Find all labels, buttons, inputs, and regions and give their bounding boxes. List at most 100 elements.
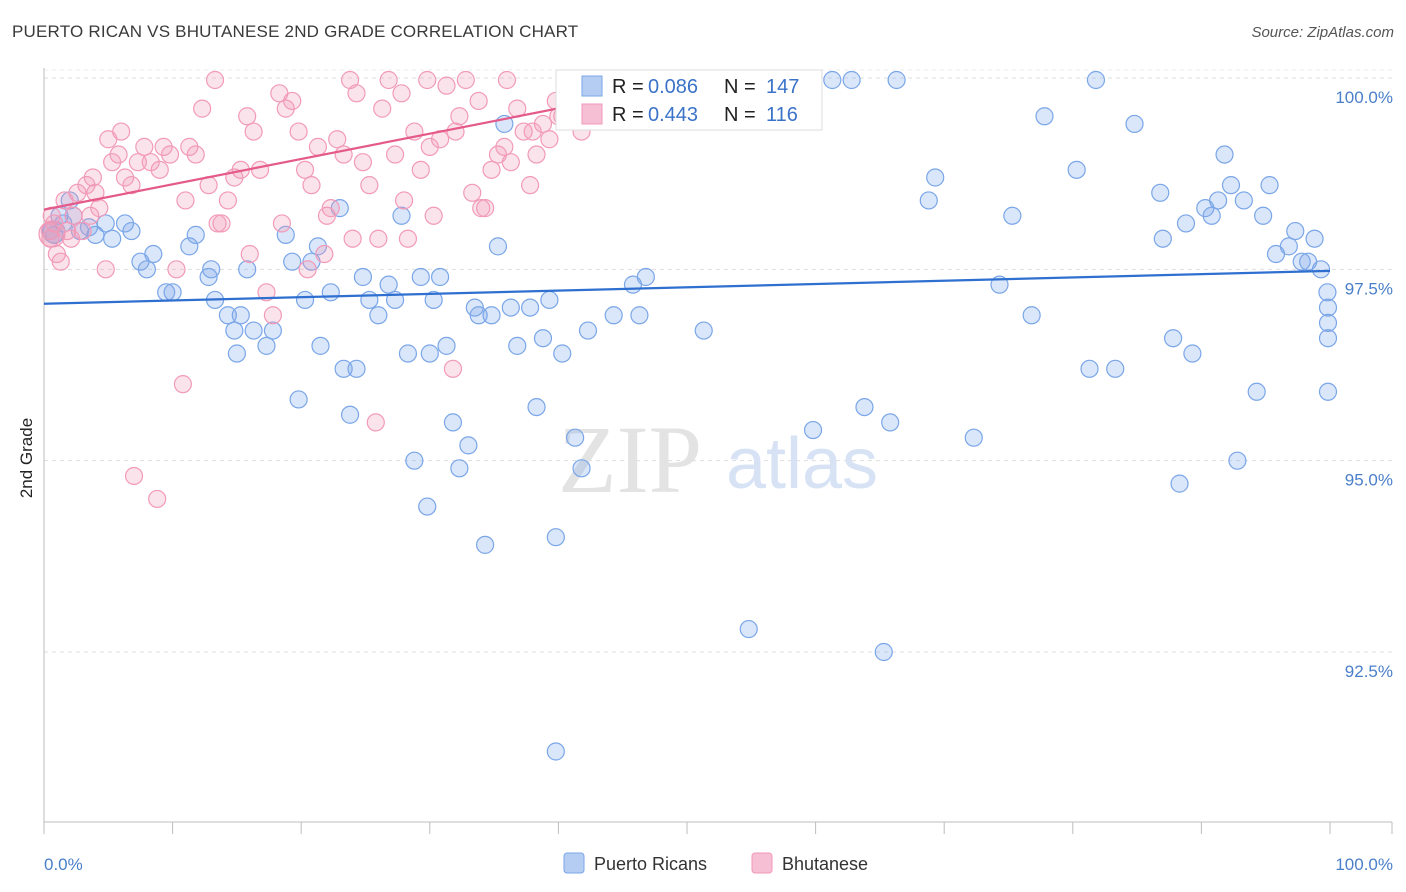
data-point	[418, 497, 437, 516]
data-point	[218, 191, 237, 210]
data-point	[64, 206, 83, 225]
data-point	[379, 275, 398, 294]
data-point	[450, 107, 469, 126]
data-point	[463, 183, 482, 202]
data-point	[420, 344, 439, 363]
data-point	[302, 176, 321, 195]
data-point	[315, 244, 334, 264]
data-point	[124, 466, 144, 486]
data-point	[257, 283, 276, 302]
data-point	[430, 267, 450, 287]
data-point	[379, 70, 398, 90]
data-point	[1221, 176, 1241, 195]
data-point	[424, 206, 443, 225]
data-point	[964, 428, 983, 447]
data-point	[469, 91, 488, 111]
data-point	[1067, 160, 1086, 179]
data-point	[823, 70, 842, 90]
data-point	[546, 742, 565, 761]
legend-swatch-bhutanese[interactable]	[751, 852, 773, 874]
data-point	[238, 107, 257, 126]
data-point	[128, 153, 147, 172]
data-point	[137, 260, 156, 279]
data-point	[240, 244, 259, 264]
data-point	[456, 70, 475, 90]
data-point	[437, 336, 456, 355]
data-point	[186, 225, 205, 244]
data-point	[122, 221, 141, 241]
data-point	[186, 145, 205, 164]
legend-swatch-puerto-ricans[interactable]	[563, 852, 585, 874]
data-point	[180, 237, 199, 256]
data-point	[874, 642, 893, 662]
data-point	[475, 199, 495, 218]
data-point	[1080, 359, 1099, 378]
data-point	[472, 199, 491, 218]
data-point	[1153, 229, 1172, 248]
data-point	[527, 397, 546, 417]
data-point	[103, 229, 122, 248]
y-tick-labels: 92.5% 95.0% 97.5% 100.0%	[1335, 88, 1393, 681]
data-point	[1106, 359, 1125, 378]
data-point	[369, 229, 388, 248]
data-point	[394, 191, 414, 210]
data-point	[521, 298, 540, 317]
data-point	[501, 298, 520, 317]
data-point	[208, 214, 227, 233]
data-point	[803, 420, 823, 440]
stats-n-label-2: N =	[724, 104, 756, 126]
data-point	[1125, 114, 1144, 134]
stats-n-value-2: 116	[766, 104, 798, 126]
data-point	[150, 160, 169, 179]
data-point	[289, 122, 308, 141]
stats-r-value-1: 0.086	[648, 76, 698, 98]
data-point	[1247, 382, 1266, 401]
data-point	[193, 99, 212, 118]
data-point	[1202, 206, 1221, 225]
data-point	[392, 84, 411, 103]
y-tick-label: 100.0%	[1335, 88, 1393, 107]
data-point	[1318, 382, 1338, 401]
data-point	[443, 413, 463, 432]
data-point	[1183, 344, 1202, 363]
series-bhutanese	[38, 70, 645, 509]
stats-r-label-2: R =	[612, 104, 644, 126]
data-point	[1228, 451, 1247, 470]
watermark-atlas: atlas	[726, 424, 878, 504]
data-point	[227, 344, 246, 363]
data-point	[450, 459, 469, 478]
data-point	[1086, 70, 1106, 90]
data-point	[566, 428, 585, 447]
data-point	[1215, 145, 1234, 164]
data-point	[420, 137, 439, 156]
series-legend: Puerto Ricans Bhutanese	[563, 852, 868, 874]
data-point	[311, 336, 330, 355]
data-point	[244, 122, 263, 141]
data-point	[212, 214, 231, 233]
data-point	[446, 122, 465, 141]
data-point	[205, 70, 225, 90]
data-point	[369, 306, 388, 325]
stats-swatch-puerto-ricans	[581, 75, 603, 97]
data-point	[1035, 107, 1054, 126]
data-point	[527, 145, 546, 164]
legend-label-bhutanese: Bhutanese	[782, 854, 868, 874]
data-point	[112, 122, 131, 141]
data-point	[1318, 329, 1338, 348]
stats-legend: R = 0.086 N = 147 R = 0.443 N = 116	[555, 69, 823, 131]
data-point	[167, 260, 186, 279]
x-tick-label-min: 0.0%	[44, 855, 83, 874]
data-point	[887, 70, 906, 90]
data-point	[842, 70, 861, 90]
data-point	[508, 336, 527, 355]
data-point	[482, 306, 501, 325]
data-point	[523, 122, 542, 141]
data-point	[343, 229, 362, 248]
data-point	[373, 99, 392, 118]
data-point	[533, 114, 553, 134]
data-point	[163, 283, 182, 302]
data-point	[109, 145, 128, 164]
y-tick-label: 97.5%	[1345, 279, 1393, 298]
data-point	[630, 306, 649, 325]
